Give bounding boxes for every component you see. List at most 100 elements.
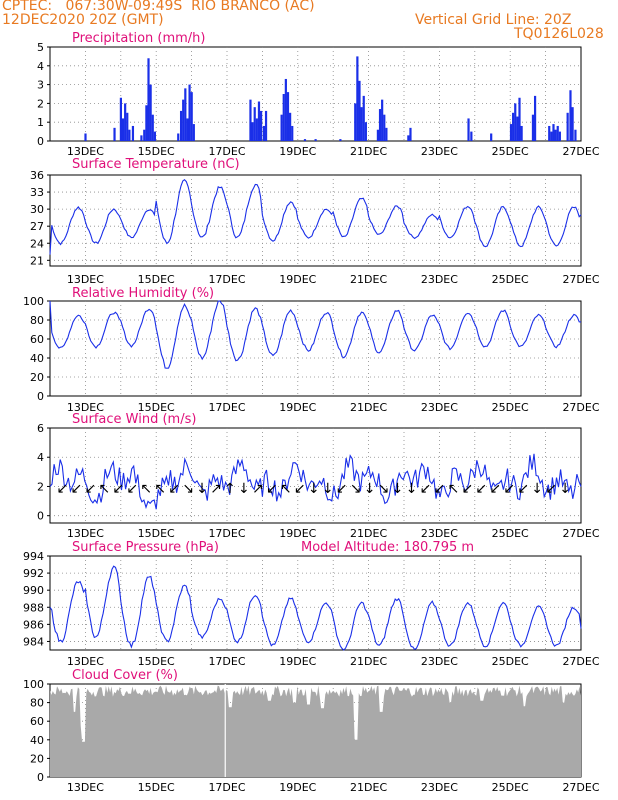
pres-ytick-label: 988 — [23, 601, 44, 614]
precip-bar — [362, 95, 365, 141]
precip-bar — [409, 127, 412, 141]
precip-bar — [257, 101, 261, 141]
rh-title: Relative Humidity (%) — [72, 286, 214, 301]
precip-bar — [147, 58, 150, 141]
rh-ytick-label: 100 — [23, 295, 44, 308]
pres-ytick-label: 990 — [23, 584, 44, 597]
precip-bar — [514, 103, 517, 141]
header-datetime: 12DEC2020 20Z (GMT) — [2, 12, 164, 28]
wind-vector-arrow: ↓ — [322, 481, 334, 497]
rh-frame — [49, 300, 582, 397]
rh-series-line — [49, 300, 582, 369]
cloud-title: Cloud Cover (%) — [72, 668, 178, 683]
pres-xtick-label: 13DEC — [67, 655, 104, 668]
precip-bar — [253, 107, 256, 141]
wind-vector-arrow: ↙ — [84, 481, 96, 497]
wind-vector-arrow: ↙ — [168, 481, 180, 497]
precip-bar — [289, 112, 292, 141]
precip-bar — [286, 92, 290, 141]
pres-xtick-label: 19DEC — [279, 655, 316, 668]
rh-ytick-label: 60 — [30, 333, 44, 346]
rh-ytick-label: 40 — [30, 352, 44, 365]
precip-bar — [113, 127, 116, 141]
precip-bar — [509, 124, 513, 141]
wind-vector-arrow: ↓ — [531, 481, 543, 497]
pres-xtick-label: 25DEC — [492, 655, 529, 668]
temp-xtick-label: 13DEC — [67, 273, 104, 286]
rh-xtick-label: 21DEC — [350, 401, 387, 414]
wind-xtick-label: 21DEC — [350, 527, 387, 540]
precip-bar — [121, 118, 125, 141]
precip-xtick-label: 25DEC — [492, 145, 529, 158]
wind-xtick-label: 17DEC — [208, 527, 245, 540]
precip-bar — [124, 103, 127, 141]
cloud-ytick-label: 40 — [30, 734, 44, 747]
wind-xtick-label: 13DEC — [67, 527, 104, 540]
temp-xtick-label: 23DEC — [421, 273, 458, 286]
rh-ytick-label: 80 — [30, 314, 44, 327]
wind-xtick-label: 25DEC — [492, 527, 529, 540]
wind-vector-arrow: ↗ — [210, 481, 222, 497]
wind-vector-arrow: ↙ — [294, 481, 306, 497]
wind-frame — [49, 427, 582, 524]
temp-xtick-label: 27DEC — [562, 273, 599, 286]
wind-vector-arrow: ↖ — [140, 481, 152, 497]
precip-xtick-label: 15DEC — [138, 145, 175, 158]
pres-frame — [49, 555, 582, 651]
wind-vector-arrow: ↓ — [364, 481, 376, 497]
wind-vector-arrow: ↙ — [517, 481, 529, 497]
precip-bar — [385, 127, 388, 141]
pres-xtick-label: 21DEC — [350, 655, 387, 668]
precip-bar — [131, 125, 135, 141]
precip-xtick-label: 23DEC — [421, 145, 458, 158]
wind-vector-arrow: ↙ — [545, 481, 557, 497]
cloud-xtick-label: 23DEC — [421, 781, 458, 794]
wind-panel — [47, 427, 582, 524]
wind-ytick-label: 4 — [37, 451, 44, 464]
wind-vector-arrow: ↙ — [70, 481, 82, 497]
precip-ytick-label: 5 — [37, 41, 44, 54]
precip-bar — [262, 125, 266, 141]
pres-panel — [47, 555, 582, 651]
rh-xtick-label: 19DEC — [279, 401, 316, 414]
precip-bar — [291, 125, 294, 141]
precip-bar — [153, 131, 156, 141]
pres-xtick-label: 15DEC — [138, 655, 175, 668]
temp-panel — [47, 174, 582, 267]
precip-bar — [556, 125, 559, 141]
precip-bar — [407, 135, 410, 141]
precip-bar — [126, 112, 129, 141]
precip-bar — [184, 88, 187, 141]
wind-vector-arrow: ↓ — [238, 481, 250, 497]
wind-vector-arrow: ↓ — [196, 481, 208, 497]
temp-ytick-label: 30 — [30, 203, 44, 216]
wind-vector-arrow: ↖ — [447, 481, 459, 497]
wind-ytick-label: 2 — [37, 480, 44, 493]
precip-bar — [249, 99, 252, 141]
temp-series-line — [49, 178, 582, 255]
precip-title: Precipitation (mm/h) — [72, 31, 205, 46]
precip-bar — [533, 95, 537, 141]
wind-vector-arrow: ↖ — [280, 481, 292, 497]
wind-vector-arrow: ↖ — [154, 481, 166, 497]
pres-ytick-label: 986 — [23, 618, 44, 631]
cloud-ytick-label: 100 — [23, 678, 44, 691]
precip-bar — [192, 124, 195, 141]
header-location: CPTEC: 067:30W-09:49S RIO BRANCO (AC) — [2, 0, 315, 14]
wind-vector-arrow: ↙ — [336, 481, 348, 497]
cloud-xtick-label: 19DEC — [279, 781, 316, 794]
precip-bar — [470, 131, 473, 141]
precip-bar — [550, 131, 553, 141]
precip-bar — [251, 122, 254, 141]
precip-bar — [282, 94, 285, 141]
precip-bar — [264, 110, 268, 141]
cloud-ytick-label: 0 — [37, 771, 44, 784]
precip-ytick-label: 0 — [37, 135, 44, 148]
wind-vector-arrow: ↖ — [98, 481, 110, 497]
cloud-ytick-label: 80 — [30, 697, 44, 710]
temp-xtick-label: 21DEC — [350, 273, 387, 286]
precip-bar — [490, 133, 493, 141]
precip-bar — [128, 129, 131, 141]
precip-bar — [558, 131, 561, 141]
